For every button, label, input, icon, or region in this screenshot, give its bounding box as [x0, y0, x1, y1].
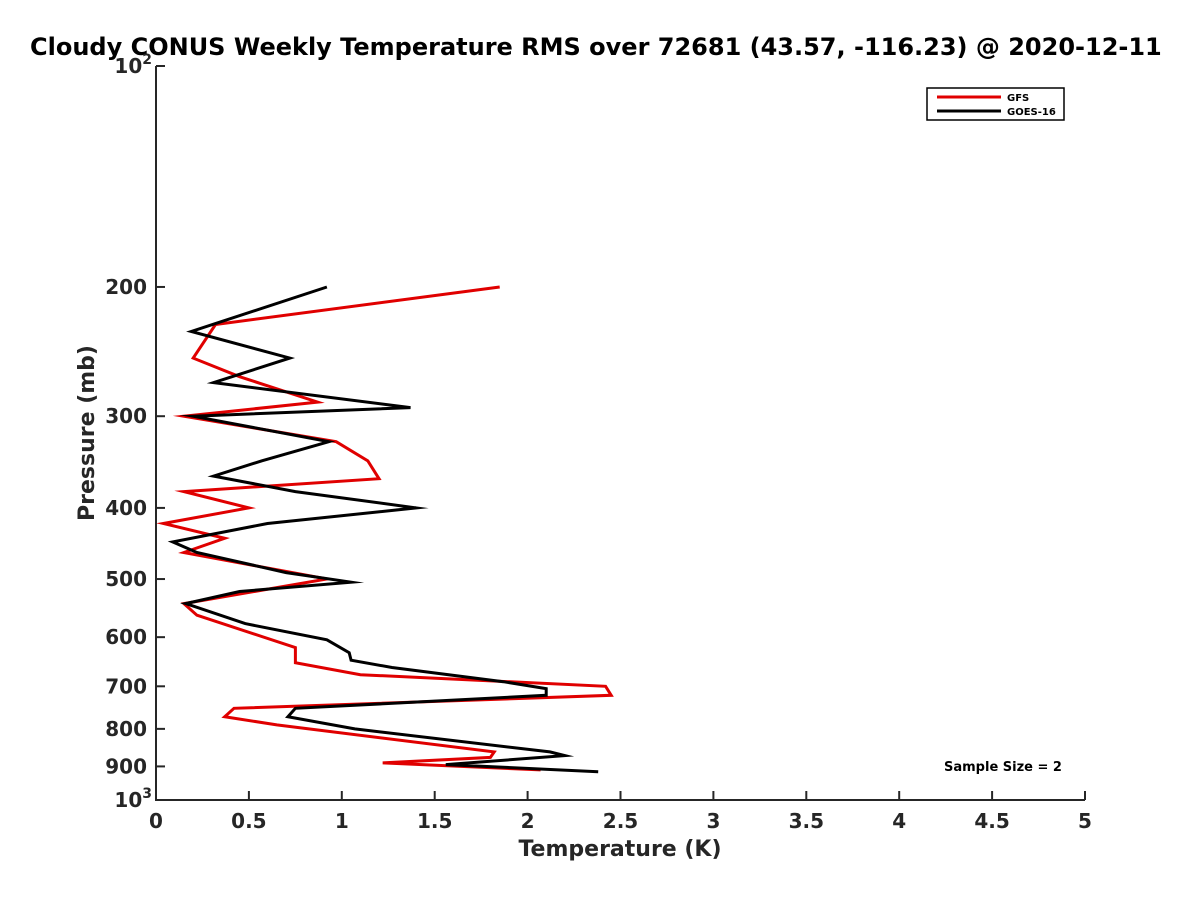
plot-area: 0 0.5 1 1.5 2 2.5 3 3.5 4 4.5 5 102 200 300 400 500 600 7… — [105, 52, 1092, 833]
y-tick-label: 800 — [105, 717, 147, 741]
x-tick-label: 0 — [149, 809, 163, 833]
sample-size-annotation: Sample Size = 2 — [944, 760, 1062, 775]
chart-title: Cloudy CONUS Weekly Temperature RMS over… — [30, 33, 1162, 61]
y-tick-label: 900 — [105, 754, 147, 778]
x-tick-label: 2.5 — [603, 809, 638, 833]
x-tick-label: 5 — [1078, 809, 1092, 833]
x-tick-label: 1.5 — [417, 809, 452, 833]
y-tick-label: 103 — [114, 786, 152, 812]
y-axis-label: Pressure (mb) — [75, 345, 100, 521]
y-tick-label: 500 — [105, 567, 147, 591]
legend-label: GOES-16 — [1007, 107, 1056, 118]
legend-box — [926, 87, 1065, 121]
x-tick-label: 4 — [892, 809, 906, 833]
x-tick-label: 4.5 — [974, 809, 1009, 833]
legend-label: GFS — [1007, 93, 1029, 104]
legend: GFS GOES-16 — [926, 87, 1065, 121]
y-tick-label: 600 — [105, 625, 147, 649]
x-tick-label: 2 — [521, 809, 535, 833]
y-tick-label: 700 — [105, 674, 147, 698]
y-tick-label: 102 — [114, 52, 152, 78]
x-tick-label: 3 — [706, 809, 720, 833]
x-tick-label: 3.5 — [789, 809, 824, 833]
series-line-goes-16 — [167, 285, 599, 774]
x-tick-label: 0.5 — [231, 809, 266, 833]
x-axis-label: Temperature (K) — [518, 837, 721, 862]
y-tick-label: 200 — [105, 275, 147, 299]
y-tick-label: 400 — [105, 496, 147, 520]
x-tick-label: 1 — [335, 809, 349, 833]
y-tick-label: 300 — [105, 404, 147, 428]
